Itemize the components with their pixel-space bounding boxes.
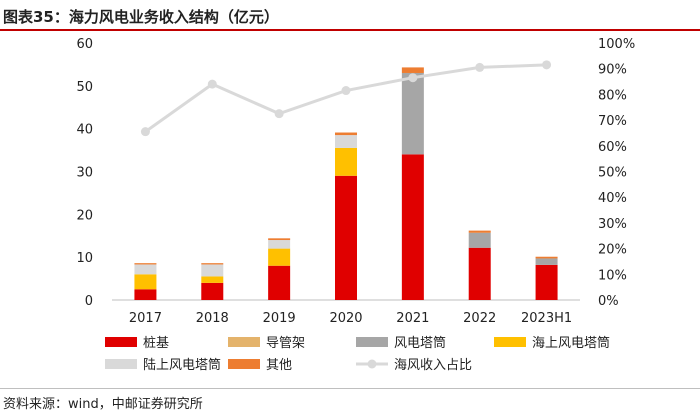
y-tick-label: 60: [76, 37, 93, 52]
y-tick-label: 20: [76, 208, 93, 223]
share-point: [542, 60, 552, 70]
bar-segment: [535, 264, 558, 300]
chart-area: 0 10 20 30 40 50 60 0% 10% 20% 30% 40% 50% 60% 70% 80% 9…: [76, 37, 635, 373]
y-tick-label: 50: [76, 80, 93, 95]
y2-tick-label: 50%: [598, 166, 627, 181]
share-point: [408, 73, 418, 83]
bar-segment: [134, 289, 157, 300]
bar-segment: [335, 147, 357, 176]
chart-title: 图表35：海力风电业务收入结构（亿元）: [3, 8, 279, 26]
y2-tick-label: 80%: [598, 88, 627, 103]
bar-segment: [201, 264, 224, 277]
bar-segment: [335, 135, 357, 148]
share-line: [144, 63, 547, 133]
bar-segment: [201, 282, 224, 300]
bar-segment: [201, 276, 224, 283]
bar-segment: [401, 154, 424, 300]
bar-segment: [268, 248, 291, 266]
legend-label: 陆上风电塔筒: [143, 357, 221, 373]
legend-label: 风电塔筒: [394, 335, 446, 351]
x-tick-label: 2017: [129, 311, 162, 326]
legend-swatch: [105, 359, 137, 369]
x-tick-label: 2019: [263, 311, 296, 326]
x-tick-label: 2021: [396, 311, 429, 326]
legend-swatch: [494, 337, 526, 347]
legend-swatch: [228, 359, 260, 369]
y2-tick-label: 30%: [598, 217, 627, 232]
y2-tick-label: 70%: [598, 114, 627, 129]
bar-segment: [401, 72, 424, 155]
legend-swatch: [228, 337, 260, 347]
source-note: 资料来源：wind，中邮证券研究所: [3, 397, 203, 412]
share-point: [475, 62, 485, 72]
legend-label: 海上风电塔筒: [532, 335, 610, 351]
x-tick-label: 2018: [196, 311, 229, 326]
y-tick-label: 30: [76, 166, 93, 181]
legend-marker: [367, 359, 377, 369]
bar-segment: [401, 67, 424, 73]
bar-segment: [134, 264, 157, 275]
y2-tick-label: 100%: [598, 37, 635, 52]
bar-segment: [201, 263, 224, 265]
legend-label: 导管架: [266, 336, 305, 351]
bar-segment: [468, 230, 491, 233]
bar-segment: [535, 258, 558, 265]
bar-segment: [134, 274, 157, 290]
share-point: [207, 79, 217, 89]
y2-tick-label: 10%: [598, 268, 627, 283]
bar-segment: [535, 256, 558, 259]
share-point: [274, 109, 284, 119]
legend-label: 桩基: [143, 336, 169, 351]
y-tick-label: 0: [85, 294, 93, 309]
y2-tick-label: 60%: [598, 140, 627, 155]
legend-swatch: [105, 337, 137, 347]
y2-tick-label: 90%: [598, 63, 627, 78]
bar-segment: [268, 240, 291, 249]
y2-tick-label: 0%: [598, 294, 619, 309]
x-tick-label: 2020: [329, 311, 362, 326]
y-tick-label: 40: [76, 123, 93, 138]
legend-swatch: [356, 337, 388, 347]
bar-segment: [335, 132, 357, 136]
x-tick-label: 2022: [463, 311, 496, 326]
bar-segment: [268, 238, 291, 241]
share-point: [140, 127, 150, 137]
y2-tick-label: 20%: [598, 243, 627, 258]
bar-segment: [335, 175, 357, 300]
y-tick-label: 10: [76, 251, 93, 266]
legend-label: 海风收入占比: [394, 358, 472, 373]
x-tick-label: 2023H1: [521, 311, 572, 326]
title-bar: 图表35：海力风电业务收入结构（亿元）: [0, 0, 700, 31]
source-divider: [0, 388, 700, 389]
y2-tick-label: 40%: [598, 191, 627, 206]
bar-segment: [468, 232, 491, 248]
share-point: [341, 86, 351, 96]
bar-segment: [468, 247, 491, 300]
bar-segment: [134, 263, 157, 265]
legend-label: 其他: [266, 358, 292, 373]
bar-segment: [268, 265, 291, 300]
